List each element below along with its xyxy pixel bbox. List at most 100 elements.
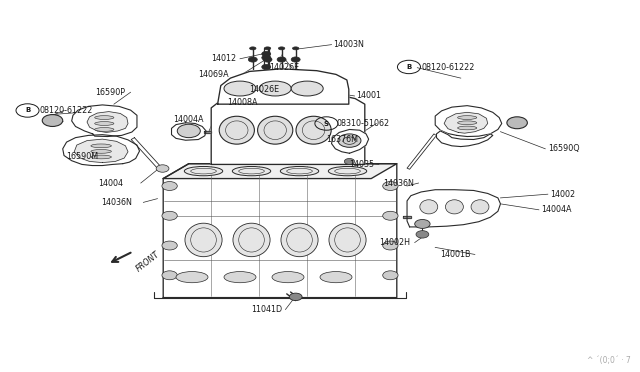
Text: 14002: 14002 xyxy=(550,190,575,199)
Ellipse shape xyxy=(219,116,255,144)
Polygon shape xyxy=(131,138,163,171)
Text: 14004A: 14004A xyxy=(173,115,204,124)
Circle shape xyxy=(383,211,398,220)
Circle shape xyxy=(262,51,271,57)
Polygon shape xyxy=(403,216,411,218)
Text: 14003N: 14003N xyxy=(333,40,364,49)
Polygon shape xyxy=(72,105,137,137)
Ellipse shape xyxy=(328,166,367,176)
Text: 14035: 14035 xyxy=(349,160,374,169)
Ellipse shape xyxy=(458,126,477,130)
Circle shape xyxy=(289,293,302,301)
Ellipse shape xyxy=(291,81,323,96)
Ellipse shape xyxy=(320,272,352,283)
Circle shape xyxy=(338,134,361,147)
Circle shape xyxy=(262,55,271,60)
Circle shape xyxy=(507,117,527,129)
Text: 14026E: 14026E xyxy=(269,63,299,72)
Ellipse shape xyxy=(184,166,223,176)
Text: B: B xyxy=(25,108,30,113)
Text: 16590P: 16590P xyxy=(95,88,125,97)
Polygon shape xyxy=(172,123,206,140)
Ellipse shape xyxy=(272,272,304,283)
Polygon shape xyxy=(407,134,436,169)
Text: 16590Q: 16590Q xyxy=(548,144,579,153)
Circle shape xyxy=(344,158,355,164)
Circle shape xyxy=(162,182,177,190)
Ellipse shape xyxy=(91,155,111,159)
Circle shape xyxy=(162,271,177,280)
Polygon shape xyxy=(74,139,128,163)
Circle shape xyxy=(263,57,272,62)
Text: 14004: 14004 xyxy=(99,179,124,187)
Ellipse shape xyxy=(224,81,256,96)
Ellipse shape xyxy=(224,272,256,283)
Circle shape xyxy=(383,271,398,280)
Ellipse shape xyxy=(91,144,111,148)
Ellipse shape xyxy=(329,223,366,257)
Circle shape xyxy=(291,57,300,62)
Ellipse shape xyxy=(292,47,299,50)
Ellipse shape xyxy=(458,116,477,119)
Ellipse shape xyxy=(420,200,438,214)
Text: 14008A: 14008A xyxy=(227,98,258,107)
Polygon shape xyxy=(211,91,365,164)
Polygon shape xyxy=(407,190,500,227)
Text: 16376M: 16376M xyxy=(326,135,358,144)
Polygon shape xyxy=(444,112,488,133)
Polygon shape xyxy=(163,164,397,298)
Text: B: B xyxy=(406,64,412,70)
Circle shape xyxy=(156,165,169,172)
Text: 14002H: 14002H xyxy=(379,238,410,247)
Circle shape xyxy=(277,57,286,62)
Ellipse shape xyxy=(257,116,293,144)
Ellipse shape xyxy=(278,47,285,50)
Ellipse shape xyxy=(445,200,463,214)
Text: 08120-61222: 08120-61222 xyxy=(40,106,93,115)
Circle shape xyxy=(415,219,430,228)
Circle shape xyxy=(162,241,177,250)
Text: FRONT: FRONT xyxy=(134,250,161,274)
Text: 16590M: 16590M xyxy=(67,152,99,161)
Polygon shape xyxy=(204,131,211,133)
Ellipse shape xyxy=(280,166,319,176)
Ellipse shape xyxy=(471,200,489,214)
Text: 14036N: 14036N xyxy=(101,198,132,207)
Polygon shape xyxy=(332,129,369,153)
Circle shape xyxy=(262,64,271,70)
Ellipse shape xyxy=(296,116,332,144)
Polygon shape xyxy=(218,69,349,104)
Ellipse shape xyxy=(281,223,318,257)
Text: 14026E: 14026E xyxy=(250,85,280,94)
Text: 14001B: 14001B xyxy=(440,250,471,259)
Polygon shape xyxy=(435,106,502,137)
Polygon shape xyxy=(163,164,397,179)
Circle shape xyxy=(162,211,177,220)
Text: ^ ´(0;0´ · 7: ^ ´(0;0´ · 7 xyxy=(587,356,630,365)
Text: 11041D: 11041D xyxy=(251,305,282,314)
Ellipse shape xyxy=(176,272,208,283)
Polygon shape xyxy=(436,131,493,147)
Ellipse shape xyxy=(458,121,477,125)
Ellipse shape xyxy=(232,166,271,176)
Polygon shape xyxy=(63,135,140,166)
Ellipse shape xyxy=(264,47,271,50)
Ellipse shape xyxy=(250,47,256,50)
Ellipse shape xyxy=(95,128,114,131)
Text: 14069A: 14069A xyxy=(198,70,229,79)
Circle shape xyxy=(383,241,398,250)
Text: 08310-51062: 08310-51062 xyxy=(337,119,390,128)
Circle shape xyxy=(177,124,200,138)
Text: 14001: 14001 xyxy=(356,92,381,100)
Circle shape xyxy=(248,57,257,62)
Text: 14004A: 14004A xyxy=(541,205,572,214)
Ellipse shape xyxy=(95,116,114,119)
Text: 14012: 14012 xyxy=(211,54,236,63)
Circle shape xyxy=(42,115,63,126)
Text: S: S xyxy=(324,121,329,126)
Ellipse shape xyxy=(91,150,111,153)
Text: 08120-61222: 08120-61222 xyxy=(421,63,474,72)
Ellipse shape xyxy=(95,122,114,125)
Circle shape xyxy=(416,231,429,238)
Ellipse shape xyxy=(233,223,270,257)
